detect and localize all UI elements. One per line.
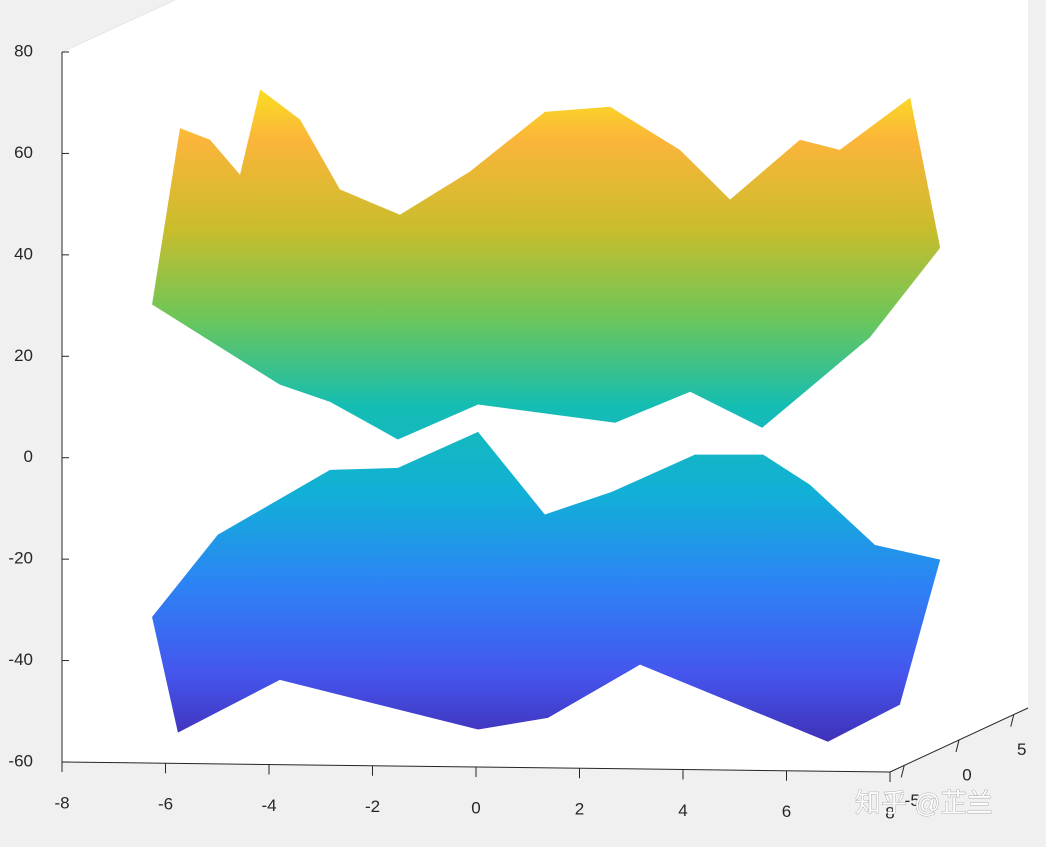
x-tick-label: 0 bbox=[471, 798, 480, 817]
x-tick-label: 8 bbox=[885, 803, 894, 822]
x-tick-label: -8 bbox=[54, 793, 69, 812]
z-tick-label: -40 bbox=[8, 650, 33, 669]
watermark: 知乎 @芷兰 bbox=[855, 788, 993, 818]
z-tick-label: 80 bbox=[14, 41, 33, 60]
y-tick-label: -5 bbox=[905, 791, 920, 810]
axes-edge bbox=[61, 0, 176, 53]
z-tick-label: -20 bbox=[8, 549, 33, 568]
y-tick bbox=[1010, 714, 1015, 727]
x-tick-label: -6 bbox=[158, 795, 173, 814]
x-tick-label: 6 bbox=[782, 802, 791, 821]
y-tick bbox=[900, 765, 905, 778]
surface bbox=[152, 431, 941, 742]
surface bbox=[152, 89, 941, 440]
x-tick-label: 2 bbox=[575, 800, 584, 819]
z-tick-label: 20 bbox=[14, 346, 33, 365]
z-tick-label: 40 bbox=[14, 244, 33, 263]
z-tick-label: 0 bbox=[24, 447, 33, 466]
x-tick-label: 4 bbox=[678, 801, 687, 820]
z-tick-label: 60 bbox=[14, 143, 33, 162]
y-tick-label: 0 bbox=[962, 765, 971, 784]
x-tick-label: -4 bbox=[261, 796, 276, 815]
z-tick-label: -60 bbox=[8, 751, 33, 770]
x-tick-label: -2 bbox=[365, 797, 380, 816]
y-tick-label: 5 bbox=[1017, 740, 1026, 759]
y-tick bbox=[955, 739, 960, 753]
